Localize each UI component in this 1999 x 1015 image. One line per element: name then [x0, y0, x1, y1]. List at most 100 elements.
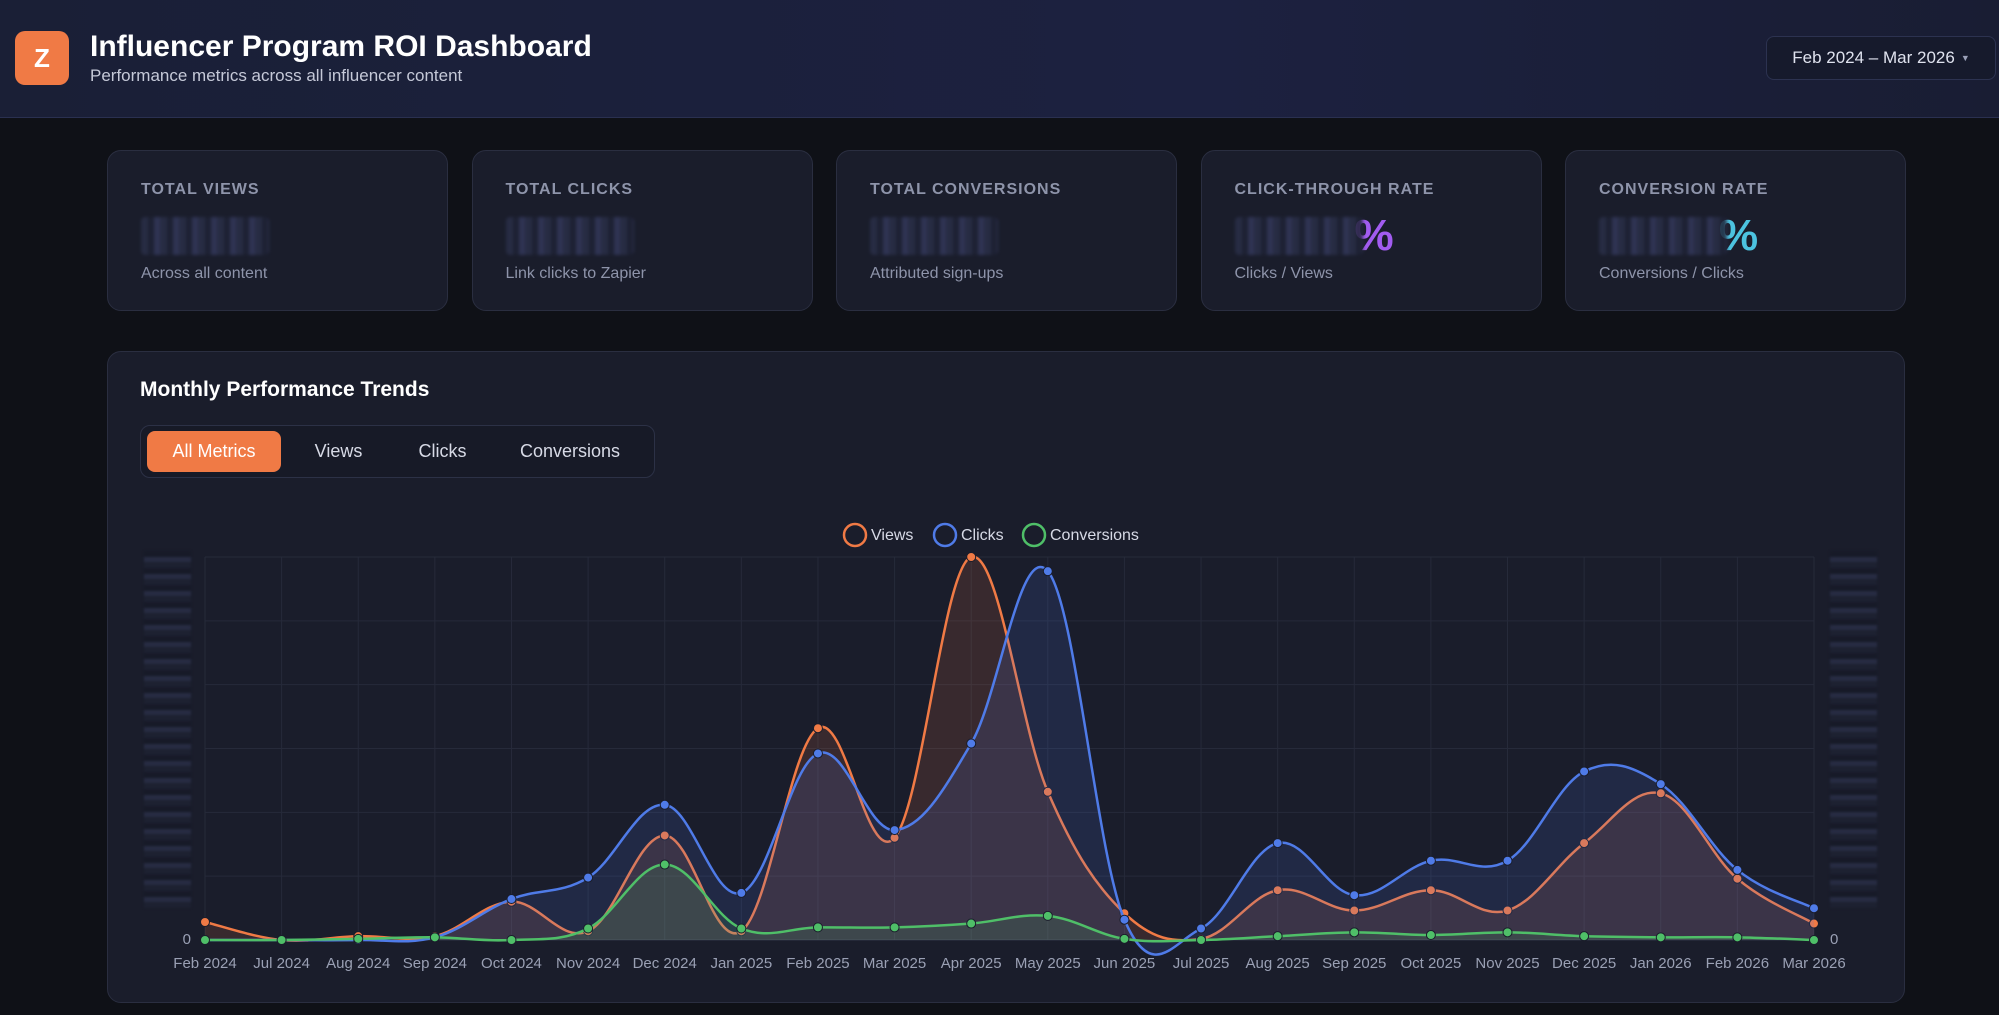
legend-swatch: [1021, 522, 1047, 548]
logo: Z: [15, 31, 69, 85]
x-tick-label: Mar 2026: [1782, 955, 1845, 972]
point: [1349, 890, 1360, 901]
x-tick-label: Dec 2025: [1552, 955, 1616, 972]
point: [1425, 855, 1436, 866]
x-tick-label: Nov 2024: [556, 955, 620, 972]
line: [205, 566, 1815, 956]
point: [659, 859, 670, 870]
tab[interactable]: Views: [314, 441, 363, 461]
y-tick-label: 0: [183, 931, 191, 948]
kpi-label: TOTAL CLICKS: [505, 181, 634, 198]
redacted-axis: [144, 551, 191, 908]
kpi-note: Clicks / Views: [1234, 265, 1333, 282]
chart-title: Monthly Performance Trends: [140, 378, 430, 401]
point: [736, 887, 747, 898]
area: [205, 864, 1814, 942]
x-tick-label: Jul 2024: [253, 955, 310, 972]
point: [1042, 566, 1053, 577]
point: [1579, 838, 1590, 849]
point: [1732, 932, 1743, 943]
point: [429, 932, 440, 943]
redacted-value: [1234, 217, 1363, 255]
point: [1272, 931, 1283, 942]
point: [1272, 838, 1283, 849]
point: [200, 916, 210, 927]
kpi-value: %: [1599, 211, 1758, 260]
point: [1579, 766, 1590, 777]
kpi-value: [505, 215, 634, 257]
point: [506, 935, 517, 945]
legend-label: Clicks: [961, 527, 1004, 544]
kpi-label: CONVERSION RATE: [1599, 181, 1769, 198]
kpi-value: [870, 215, 998, 257]
x-tick-label: Feb 2025: [786, 955, 849, 972]
x-tick-label: Oct 2025: [1400, 955, 1461, 972]
x-tick-label: Feb 2024: [173, 955, 236, 972]
x-tick-label: Jan 2026: [1630, 955, 1692, 972]
area: [205, 566, 1814, 955]
x-tick-label: Aug 2025: [1246, 955, 1310, 972]
point: [889, 825, 900, 836]
date-range-button[interactable]: Feb 2024 – Mar 2026 ▼: [1766, 36, 1996, 80]
tab[interactable]: All Metrics: [147, 431, 281, 472]
line: [204, 863, 1815, 943]
point: [889, 922, 900, 933]
redacted-value: [870, 217, 998, 255]
kpi-note: Conversions / Clicks: [1599, 265, 1744, 282]
point: [1042, 786, 1053, 797]
kpi-card: TOTAL CLICKS Link clicks to Zapier: [471, 150, 813, 311]
point: [1119, 914, 1130, 925]
point: [1349, 927, 1360, 938]
redacted-value: [505, 217, 634, 255]
legend-swatch: [932, 522, 958, 548]
x-tick-label: Jul 2025: [1173, 955, 1230, 972]
point: [1349, 905, 1360, 916]
kpi-note: Attributed sign-ups: [870, 265, 1004, 282]
point: [1502, 905, 1513, 916]
point: [1272, 885, 1283, 896]
kpi-label: CLICK-THROUGH RATE: [1234, 181, 1435, 198]
x-tick-label: Sep 2025: [1322, 955, 1386, 972]
point: [506, 894, 517, 905]
x-tick-label: Oct 2024: [481, 955, 542, 972]
point: [812, 922, 823, 933]
caret: ▼: [1960, 53, 1970, 63]
point: [1502, 855, 1513, 866]
point: [1196, 923, 1207, 934]
redacted-value: [1599, 217, 1727, 255]
kpi-value: [141, 215, 269, 257]
point: [812, 748, 823, 759]
point: [1196, 935, 1207, 945]
point: [1425, 885, 1436, 896]
kpi-note: Link clicks to Zapier: [505, 265, 647, 282]
point: [1579, 931, 1590, 942]
kpi-card: CLICK-THROUGH RATE% Clicks / Views: [1200, 150, 1542, 311]
point: [966, 738, 977, 749]
kpi-card: TOTAL CONVERSIONS Attributed sign-ups: [836, 150, 1177, 311]
kpi-card: TOTAL VIEWS Across all content: [107, 150, 448, 311]
page-title: Influencer Program ROI Dashboard: [90, 30, 592, 63]
point: [659, 799, 670, 810]
point: [1502, 927, 1513, 938]
point: [1119, 933, 1130, 944]
point: [1425, 930, 1436, 941]
tab[interactable]: Conversions: [519, 441, 621, 461]
point: [966, 918, 977, 929]
area: [205, 556, 1814, 941]
point: [659, 830, 670, 841]
point: [1655, 932, 1666, 943]
point: [276, 935, 287, 945]
point: [736, 923, 747, 934]
kpi-label: TOTAL VIEWS: [141, 181, 260, 198]
redacted-value: [141, 217, 269, 255]
tab[interactable]: Clicks: [418, 441, 467, 461]
point: [200, 935, 210, 945]
page-subtitle: Performance metrics across all influence…: [90, 66, 463, 85]
legend-label: Conversions: [1050, 527, 1139, 544]
point: [353, 933, 364, 944]
kpi-value: %: [1234, 211, 1394, 260]
date-range: Feb 2024 – Mar 2026: [1792, 48, 1955, 67]
point: [812, 723, 823, 734]
